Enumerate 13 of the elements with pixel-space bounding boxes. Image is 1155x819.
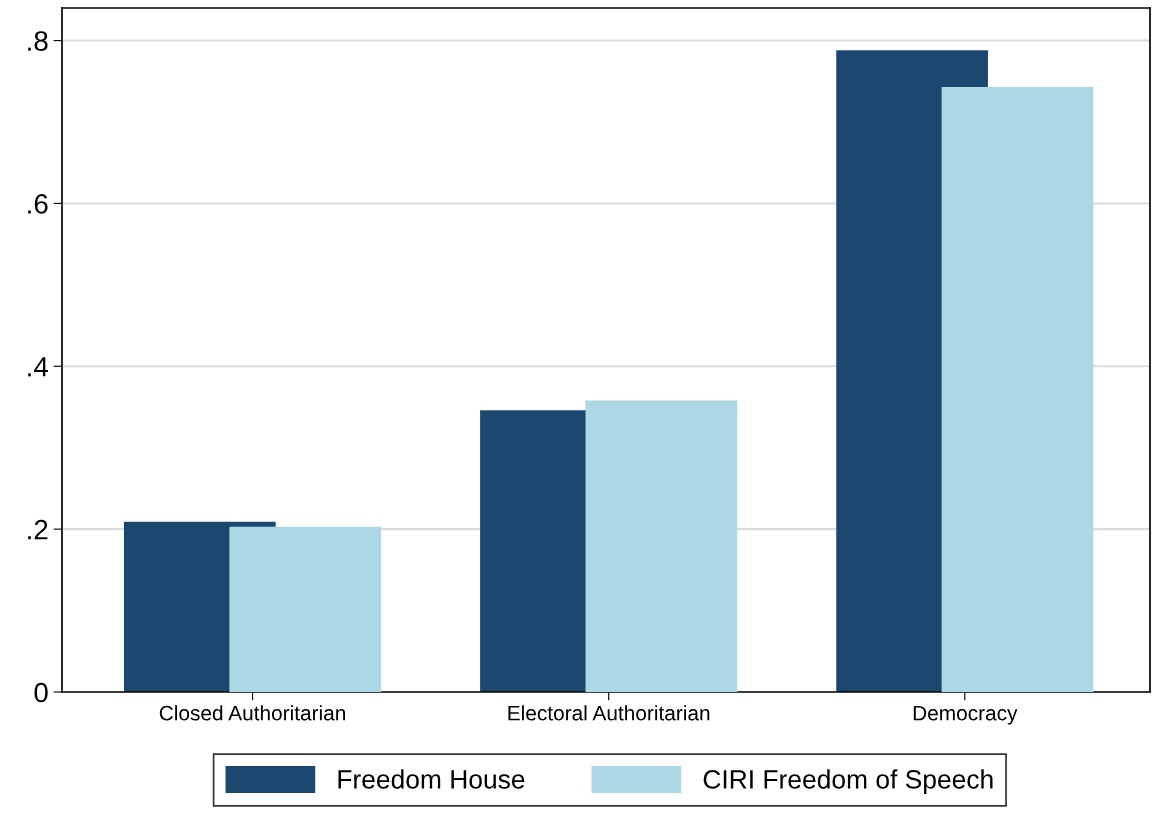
bar — [229, 526, 382, 692]
bar — [941, 86, 1094, 692]
legend-label: Freedom House — [338, 769, 525, 789]
legend-label: CIRI Freedom of Speech — [703, 769, 993, 794]
y-tick-label: .2 — [28, 519, 48, 540]
y-tick-label: .8 — [28, 31, 48, 51]
x-tick-label: Closed Authoritarian — [159, 705, 345, 721]
x-tick-label: Democracy — [913, 705, 1018, 725]
y-tick-label: .6 — [28, 194, 48, 214]
y-tick-label: 0 — [34, 682, 48, 703]
x-tick-label: Electoral Authoritarian — [508, 705, 710, 721]
y-tick-label: .4 — [28, 357, 48, 377]
bar — [585, 400, 738, 692]
